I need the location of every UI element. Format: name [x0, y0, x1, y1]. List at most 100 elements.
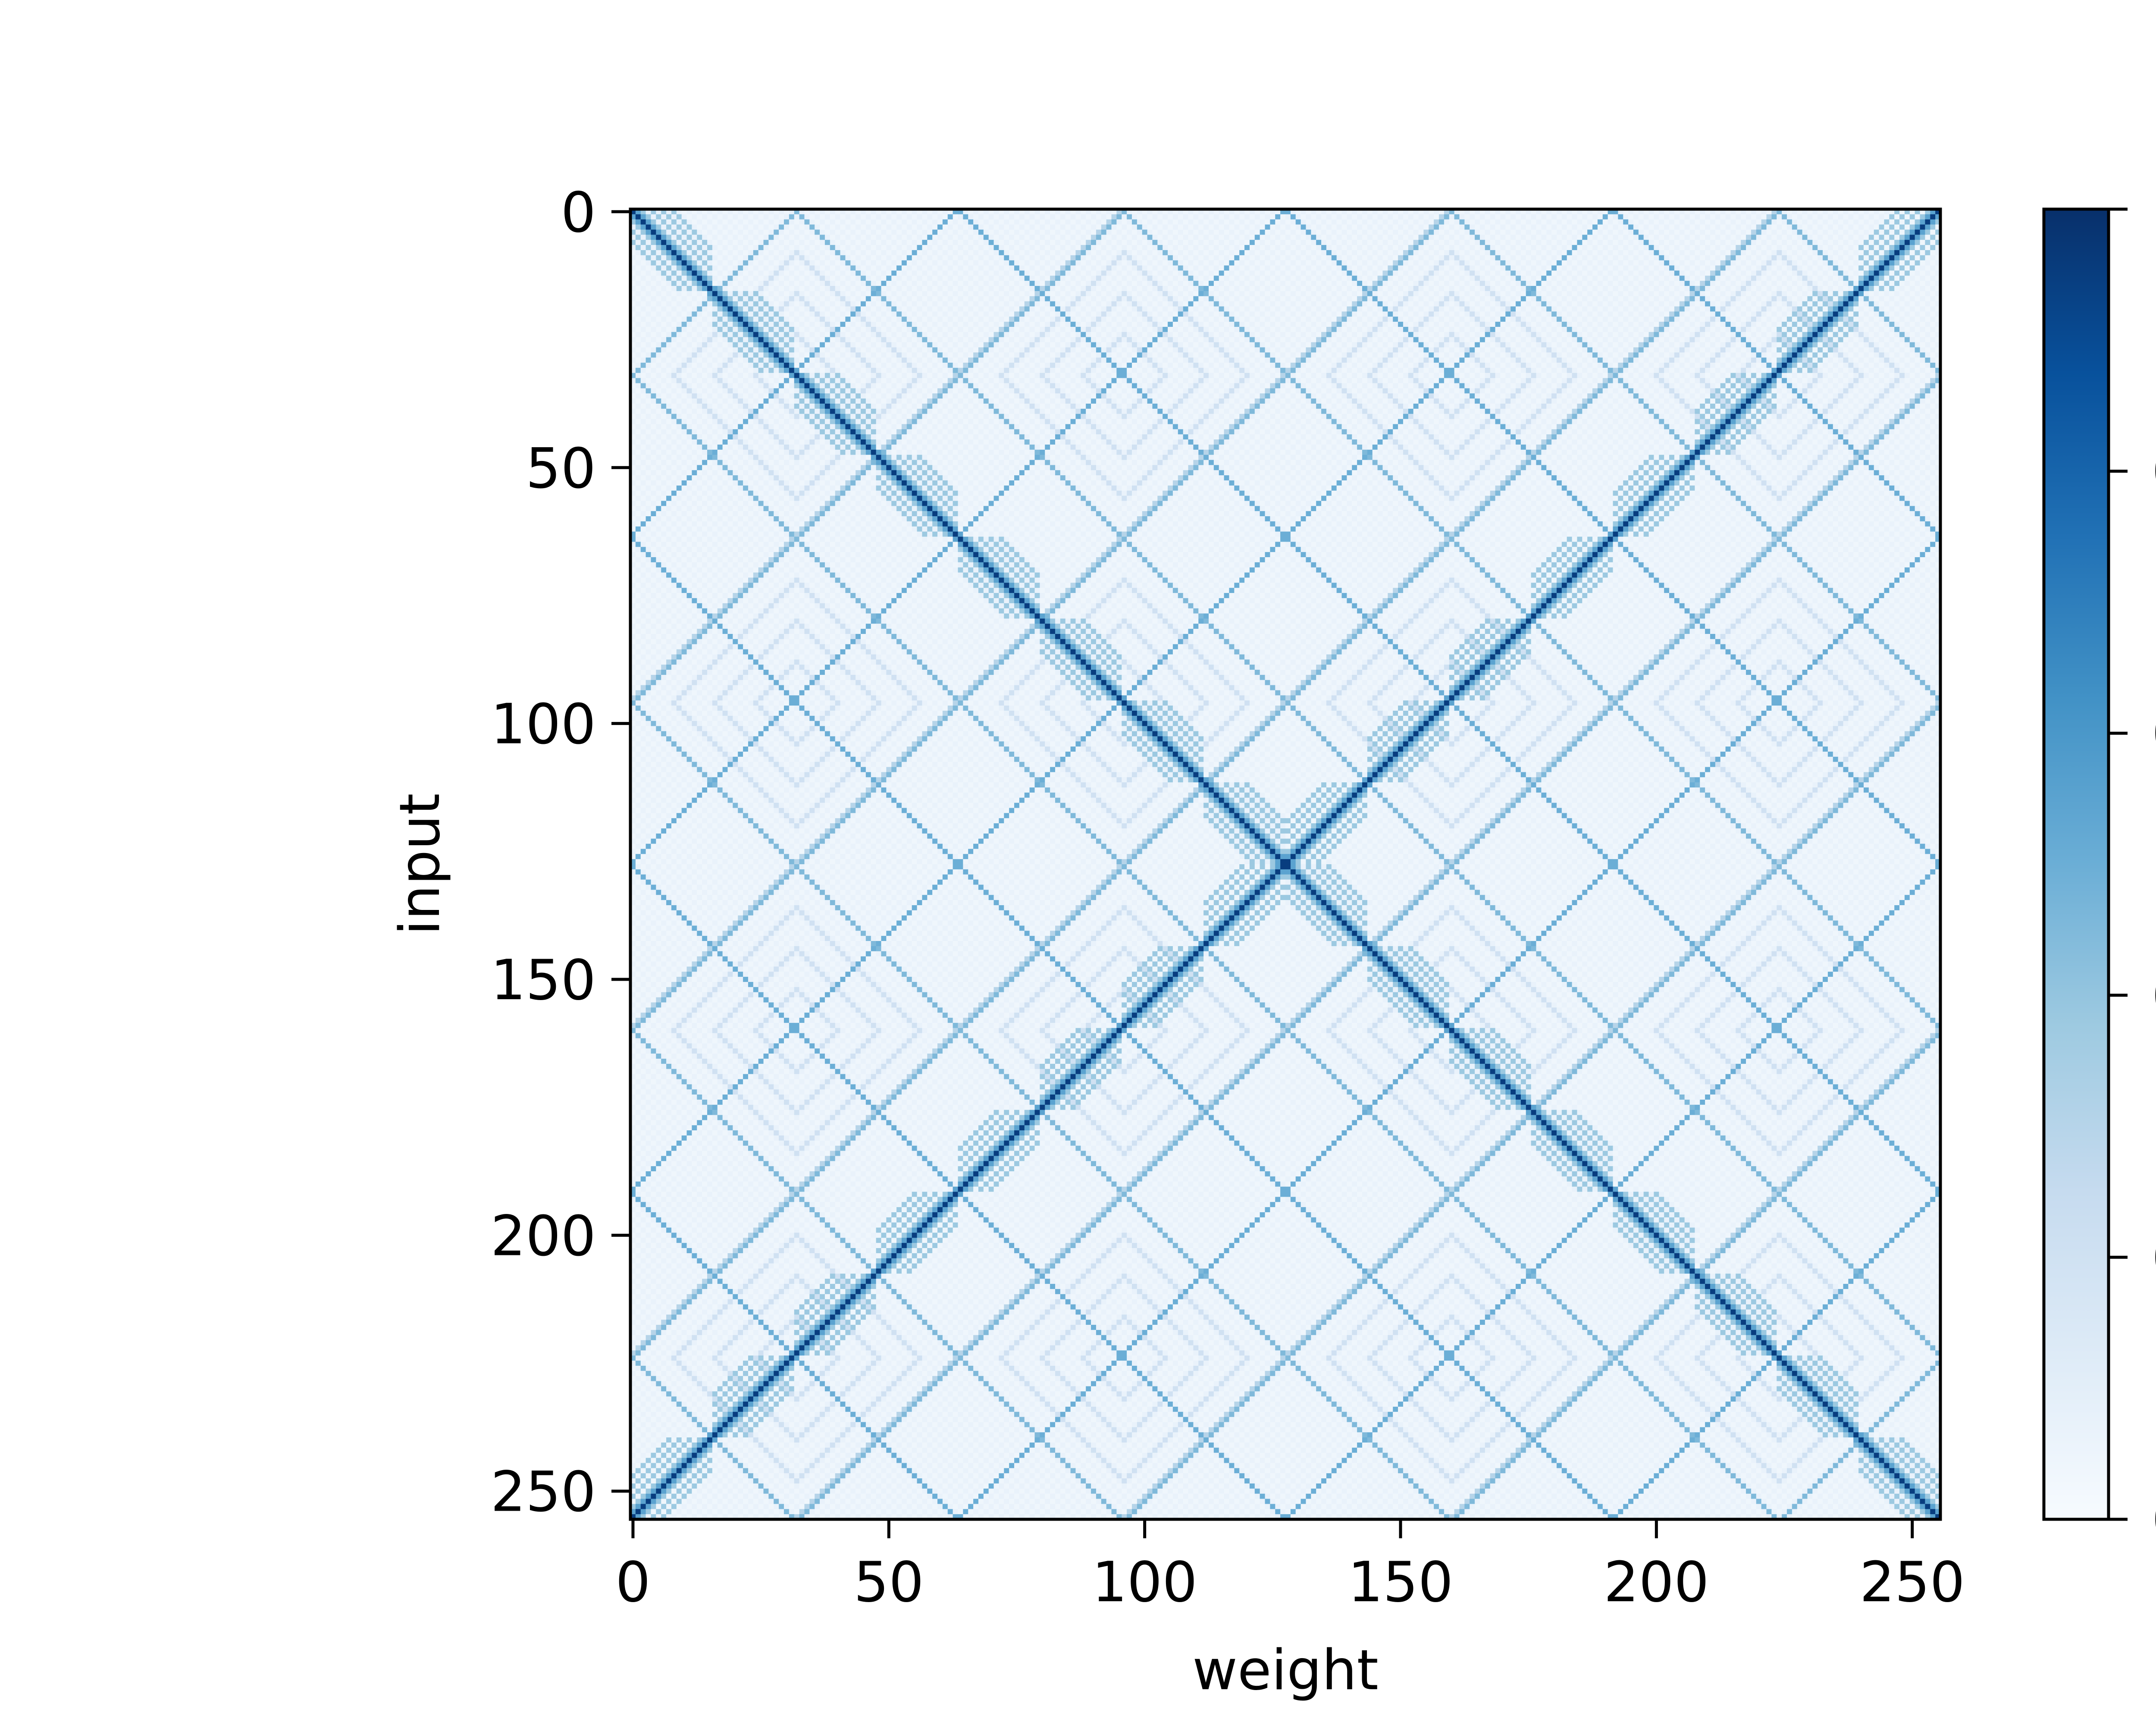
heatmap-cell: [1132, 214, 1137, 220]
heatmap-cell: [1889, 235, 1894, 240]
heatmap-cell: [1306, 240, 1311, 245]
heatmap-cell: [1818, 235, 1823, 240]
heatmap-cell: [1419, 214, 1424, 220]
heatmap-cell: [1014, 240, 1019, 245]
heatmap-cell: [835, 220, 840, 225]
heatmap-cell: [1419, 220, 1424, 225]
heatmap-cell: [1163, 220, 1168, 225]
heatmap-cell: [1659, 229, 1664, 235]
heatmap-cell: [1505, 240, 1510, 245]
heatmap-cell: [963, 225, 968, 230]
heatmap-cell: [1040, 245, 1045, 250]
heatmap-cell: [1526, 225, 1531, 230]
heatmap-cell: [687, 250, 692, 255]
heatmap-cell: [1633, 250, 1639, 255]
heatmap-cell: [671, 250, 677, 255]
heatmap-cell: [1797, 240, 1802, 245]
heatmap-cell: [1014, 229, 1019, 235]
heatmap-cell: [687, 214, 692, 220]
heatmap-cell: [1777, 220, 1782, 225]
heatmap-cell: [1106, 214, 1112, 220]
heatmap-cell: [1137, 225, 1142, 230]
heatmap-cell: [1357, 245, 1362, 250]
heatmap-cell: [1173, 229, 1178, 235]
heatmap-cell: [1767, 229, 1772, 235]
heatmap-cell: [1490, 245, 1495, 250]
heatmap-cell: [1736, 250, 1741, 255]
heatmap-cell: [1746, 240, 1751, 245]
heatmap-cell: [1715, 235, 1720, 240]
heatmap-cell: [727, 220, 733, 225]
heatmap-cell: [1454, 250, 1460, 255]
heatmap-cell: [768, 240, 774, 245]
heatmap-cell: [1464, 225, 1470, 230]
heatmap-cell: [764, 214, 769, 220]
heatmap-cell: [886, 229, 891, 235]
heatmap-cell: [1188, 225, 1194, 230]
heatmap-cell: [1746, 220, 1751, 225]
heatmap-cell: [1858, 229, 1864, 235]
heatmap-cell: [1239, 250, 1244, 255]
heatmap-cell: [1695, 214, 1700, 220]
heatmap-cell: [1337, 235, 1342, 240]
heatmap-cell: [1224, 220, 1229, 225]
heatmap-cell: [1045, 214, 1050, 220]
heatmap-cell: [1101, 214, 1106, 220]
heatmap-cell: [1802, 250, 1808, 255]
heatmap-cell: [1807, 250, 1812, 255]
heatmap-cell: [1736, 214, 1741, 220]
heatmap-cell: [1419, 235, 1424, 240]
heatmap-cell: [1373, 229, 1378, 235]
heatmap-cell: [845, 240, 850, 245]
heatmap-cell: [845, 229, 850, 235]
heatmap-cell: [1771, 214, 1777, 220]
heatmap-cell: [1536, 214, 1541, 220]
heatmap-cell: [1710, 240, 1715, 245]
heatmap-cell: [1618, 214, 1623, 220]
heatmap-cell: [1398, 225, 1403, 230]
heatmap-cell: [809, 250, 815, 255]
heatmap-cell: [1280, 245, 1285, 250]
heatmap-cell: [1853, 229, 1858, 235]
heatmap-cell: [1777, 214, 1782, 220]
heatmap-cell: [1004, 229, 1009, 235]
heatmap-cell: [1592, 240, 1598, 245]
heatmap-cell: [718, 240, 723, 245]
heatmap-cell: [804, 250, 809, 255]
heatmap-cell: [1429, 240, 1434, 245]
heatmap-cell: [1224, 225, 1229, 230]
heatmap-cell: [1229, 225, 1234, 230]
heatmap-cell: [1224, 214, 1229, 220]
heatmap-cell: [1178, 225, 1183, 230]
heatmap-cell: [1572, 229, 1577, 235]
heatmap-cell: [1546, 245, 1551, 250]
heatmap-cell: [1485, 250, 1490, 255]
heatmap-cell: [1915, 235, 1920, 240]
heatmap-cell: [1526, 240, 1531, 245]
heatmap-cell: [738, 250, 743, 255]
heatmap-cell: [1756, 245, 1761, 250]
heatmap-cell: [1654, 229, 1659, 235]
heatmap-cell: [1055, 250, 1060, 255]
heatmap-cell: [1848, 235, 1853, 240]
heatmap-cell: [758, 240, 764, 245]
heatmap-cell: [1209, 214, 1214, 220]
heatmap-cell: [1127, 240, 1132, 245]
heatmap-cell: [1388, 245, 1393, 250]
heatmap-cell: [1234, 240, 1239, 245]
heatmap-cell: [1541, 235, 1546, 240]
heatmap-cell: [943, 245, 948, 250]
heatmap-cell: [1045, 240, 1050, 245]
heatmap-cell: [1792, 225, 1797, 230]
heatmap-cell: [1434, 245, 1439, 250]
heatmap-cell: [1690, 229, 1695, 235]
heatmap-cell: [1030, 225, 1035, 230]
heatmap-cell: [1669, 235, 1674, 240]
heatmap-cell: [1163, 245, 1168, 250]
heatmap-cell: [1853, 214, 1858, 220]
heatmap-cell: [1536, 240, 1541, 245]
heatmap-cell: [1690, 220, 1695, 225]
heatmap-cell: [1751, 220, 1756, 225]
heatmap-cell: [641, 240, 646, 245]
heatmap-cell: [1613, 235, 1618, 240]
